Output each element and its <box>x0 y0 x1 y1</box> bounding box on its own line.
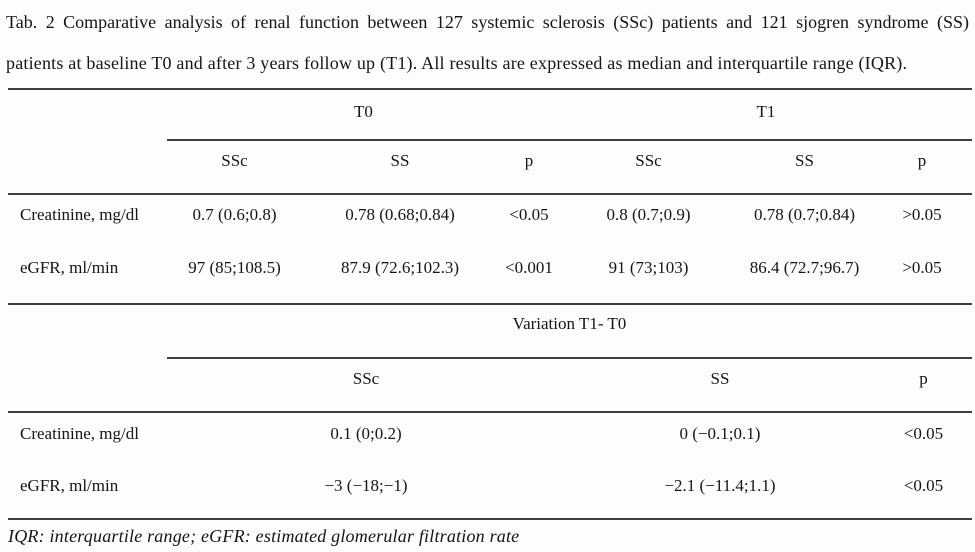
section1-group-header-row: T0 T1 <box>8 101 972 123</box>
caption-line-1: Tab. 2 Comparative analysis of renal fun… <box>6 12 969 32</box>
group-header-t0: T0 <box>354 102 373 121</box>
cell-value: 0.7 (0.6;0.8) <box>192 205 277 224</box>
column-header-ssc-t0: SSc <box>221 151 248 170</box>
table-row: Creatinine, mg/dl 0.7 (0.6;0.8) 0.78 (0.… <box>8 204 972 226</box>
cell-value: <0.001 <box>505 258 553 277</box>
table-row: Creatinine, mg/dl 0.1 (0;0.2) 0 (−0.1;0.… <box>8 423 972 445</box>
group-header-t1: T1 <box>756 102 776 121</box>
column-header-p-t0: p <box>524 151 534 170</box>
section2-column-header-row: SSc SS p <box>8 368 972 390</box>
table-row: eGFR, ml/min −3 (−18;−1) −2.1 (−11.4;1.1… <box>8 475 972 497</box>
row-label: eGFR, ml/min <box>20 476 119 495</box>
column-header-ssc-t1: SSc <box>635 151 662 170</box>
section1-group-rule <box>167 139 972 141</box>
section2-group-rule <box>167 357 972 359</box>
cell-value: >0.05 <box>902 258 942 277</box>
row-label: eGFR, ml/min <box>20 258 119 277</box>
section2-header-rule <box>8 411 972 413</box>
cell-value: −2.1 (−11.4;1.1) <box>664 476 776 495</box>
cell-value: 0.8 (0.7;0.9) <box>606 205 691 224</box>
table-footnote: IQR: interquartile range; eGFR: estimate… <box>8 526 520 546</box>
cell-value: >0.05 <box>902 205 942 224</box>
cell-value: 87.9 (72.6;102.3) <box>340 258 460 277</box>
table-caption: Tab. 2 Comparative analysis of renal fun… <box>6 2 969 84</box>
group-header-spacer <box>8 101 167 123</box>
cell-value: <0.05 <box>903 476 944 495</box>
cell-value: −3 (−18;−1) <box>324 476 408 495</box>
caption-line-2: patients at baseline T0 and after 3 year… <box>6 53 908 73</box>
cell-value: 91 (73;103) <box>608 258 689 277</box>
section1-column-header-row: SSc SS p SSc SS p <box>8 150 972 172</box>
cell-value: <0.05 <box>903 424 944 443</box>
group-header-variation: Variation T1- T0 <box>512 314 627 333</box>
cell-value: 0.1 (0;0.2) <box>330 424 402 443</box>
cell-value: 0 (−0.1;0.1) <box>679 424 761 443</box>
column-header-p-t1: p <box>917 151 927 170</box>
cell-value: 86.4 (72.7;96.7) <box>749 258 860 277</box>
section-divider-rule <box>8 303 972 305</box>
column-header-ss-t1: SS <box>795 151 814 170</box>
column-header-p-variation: p <box>919 369 928 388</box>
row-label: Creatinine, mg/dl <box>20 424 139 443</box>
row-label: Creatinine, mg/dl <box>20 205 139 224</box>
cell-value: <0.05 <box>509 205 549 224</box>
table-row: eGFR, ml/min 97 (85;108.5) 87.9 (72.6;10… <box>8 257 972 279</box>
cell-value: 97 (85;108.5) <box>188 258 281 277</box>
column-header-ss-t0: SS <box>390 151 410 170</box>
group-header-spacer <box>8 313 167 335</box>
column-header-ssc-variation: SSc <box>352 369 380 388</box>
column-header-ss-variation: SS <box>710 369 730 388</box>
table-bottom-rule <box>8 518 972 520</box>
column-header-spacer <box>8 368 167 390</box>
cell-value: 0.78 (0.68;0.84) <box>345 205 455 224</box>
section2-group-header-row: Variation T1- T0 <box>8 313 972 335</box>
cell-value: 0.78 (0.7;0.84) <box>753 205 856 224</box>
section1-header-rule <box>8 193 972 195</box>
column-header-spacer <box>8 150 167 172</box>
table-top-rule <box>8 88 972 90</box>
